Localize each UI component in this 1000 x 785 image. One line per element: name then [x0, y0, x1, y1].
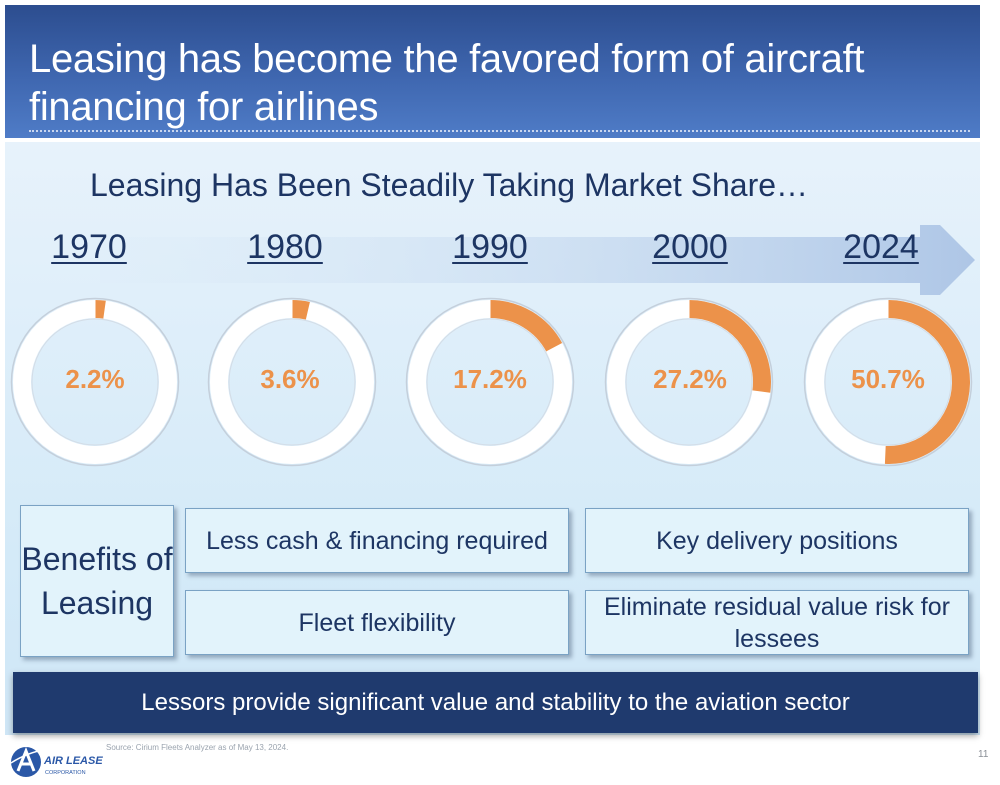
benefit-text: Eliminate residual value risk for lessee…: [604, 592, 950, 653]
year-label-1980: 1980: [247, 228, 323, 266]
chart-subtitle: Leasing Has Been Steadily Taking Market …: [90, 167, 809, 203]
logo-name: AIR LEASE: [43, 755, 103, 767]
air-lease-logo: AIR LEASE CORPORATION: [10, 746, 103, 777]
donut-value-2000: 27.2%: [653, 364, 727, 394]
header-dotted-rule: [29, 130, 970, 132]
source-note: Source: Cirium Fleets Analyzer as of May…: [106, 743, 289, 752]
benefits-title: Benefits of Leasing: [21, 541, 173, 621]
benefit-box-4: Eliminate residual value risk for lessee…: [585, 590, 969, 655]
logo-sub: CORPORATION: [45, 770, 86, 776]
year-label-1990: 1990: [452, 228, 528, 266]
benefit-text: Fleet flexibility: [298, 608, 456, 637]
benefit-text: Less cash & financing required: [206, 526, 548, 555]
slide-header: Leasing has become the favored form of a…: [5, 5, 980, 138]
year-label-2000: 2000: [652, 228, 728, 266]
conclusion-banner: Lessors provide significant value and st…: [13, 672, 978, 733]
banner-text: Lessors provide significant value and st…: [141, 688, 850, 716]
benefit-box-1: Less cash & financing required: [185, 508, 569, 573]
benefit-text: Key delivery positions: [656, 526, 898, 555]
benefit-box-3: Fleet flexibility: [185, 590, 569, 655]
slide-title: Leasing has become the favored form of a…: [29, 37, 865, 129]
donut-value-1980: 3.6%: [260, 364, 320, 394]
donut-value-1990: 17.2%: [453, 364, 527, 394]
year-label-1970: 1970: [51, 228, 127, 266]
benefit-box-2: Key delivery positions: [585, 508, 969, 573]
benefits-title-box: Benefits of Leasing: [20, 505, 174, 657]
donut-value-2024: 50.7%: [851, 364, 925, 394]
year-label-2024: 2024: [843, 228, 919, 266]
page-number: 11: [978, 749, 989, 760]
donut-value-1970: 2.2%: [65, 364, 125, 394]
